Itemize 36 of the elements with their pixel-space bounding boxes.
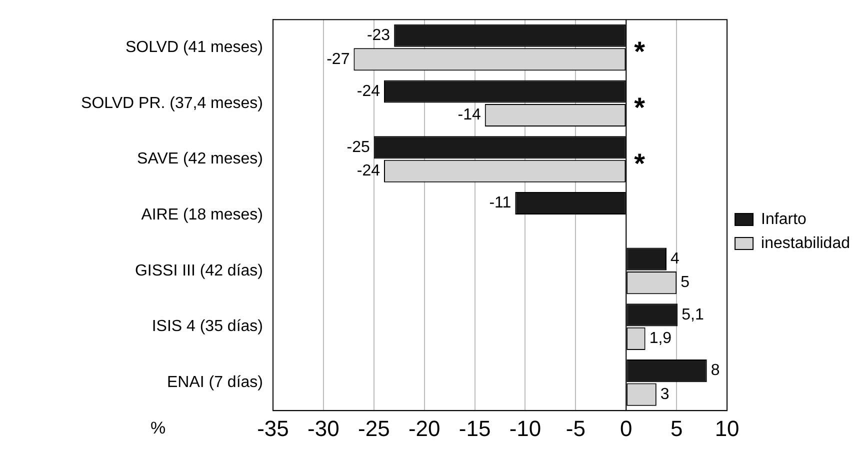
annotation: * [634, 92, 646, 124]
data-label: 1,9 [649, 330, 672, 348]
x-tick-label: 10 [714, 416, 740, 441]
y-tick-label: SAVE (42 meses) [137, 150, 263, 168]
annotation: * [634, 148, 646, 179]
x-axis-title: % [150, 418, 166, 438]
y-tick-label: GISSI III (42 días) [134, 262, 263, 280]
x-tick-label: -15 [458, 416, 491, 441]
y-tick-label: AIRE (18 meses) [141, 206, 263, 224]
y-tick-label: ENAI (7 días) [166, 374, 263, 392]
data-label: -11 [489, 194, 512, 212]
x-tick-label: -35 [257, 416, 289, 441]
legend-label: inestabilidad [761, 234, 850, 252]
x-tick-label: -20 [408, 416, 440, 441]
data-label: -27 [326, 50, 350, 68]
x-tick-label: 5 [670, 416, 683, 441]
data-label: -23 [366, 27, 390, 44]
data-label: -25 [346, 138, 370, 156]
data-label: 8 [710, 362, 720, 380]
x-tick-label: -25 [358, 416, 390, 441]
data-label: -24 [356, 162, 380, 180]
y-tick-label: SOLVD (41 meses) [125, 38, 263, 56]
annotation: * [634, 36, 646, 68]
data-label: -14 [458, 106, 481, 124]
data-label: -24 [356, 82, 380, 100]
x-tick-label: 0 [620, 416, 632, 441]
data-label: 5,1 [682, 306, 704, 324]
x-tick-label: -10 [509, 416, 542, 441]
x-tick-label: -30 [308, 416, 340, 441]
y-tick-label: SOLVD PR. (37,4 meses) [81, 94, 263, 112]
data-label: 3 [660, 386, 670, 403]
data-label: 4 [670, 250, 680, 268]
x-tick-label: -5 [566, 416, 586, 441]
legend-label: Infarto [761, 210, 807, 228]
data-label: 5 [680, 274, 690, 292]
y-tick-label: ISIS 4 (35 días) [152, 318, 263, 336]
